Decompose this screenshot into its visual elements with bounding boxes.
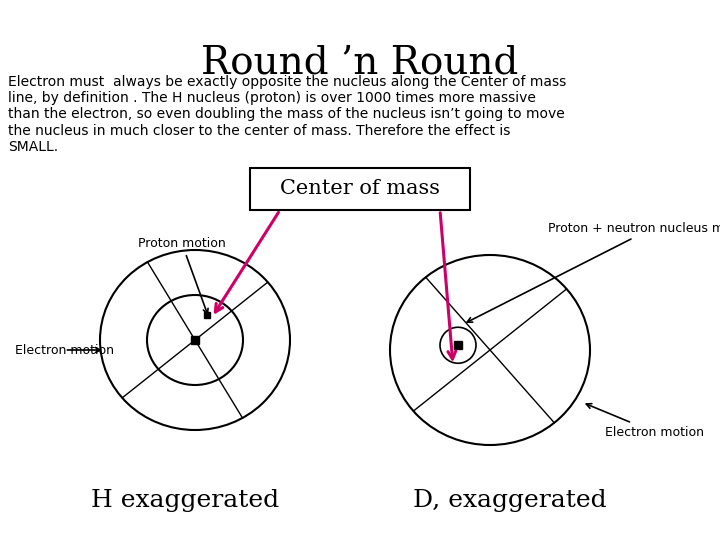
Text: Electron must  always be exactly opposite the nucleus along the Center of mass
l: Electron must always be exactly opposite… [8,75,566,154]
Text: Electron motion: Electron motion [586,403,704,438]
Text: Proton + neutron nucleus motion: Proton + neutron nucleus motion [467,222,720,322]
Circle shape [440,327,476,363]
Text: H exaggerated: H exaggerated [91,489,279,511]
Text: Center of mass: Center of mass [280,179,440,199]
Text: Electron motion: Electron motion [15,343,114,356]
Bar [250,168,470,210]
Text: Round ’n Round: Round ’n Round [202,45,518,82]
Text: D, exaggerated: D, exaggerated [413,489,607,511]
Text: Proton motion: Proton motion [138,237,226,314]
